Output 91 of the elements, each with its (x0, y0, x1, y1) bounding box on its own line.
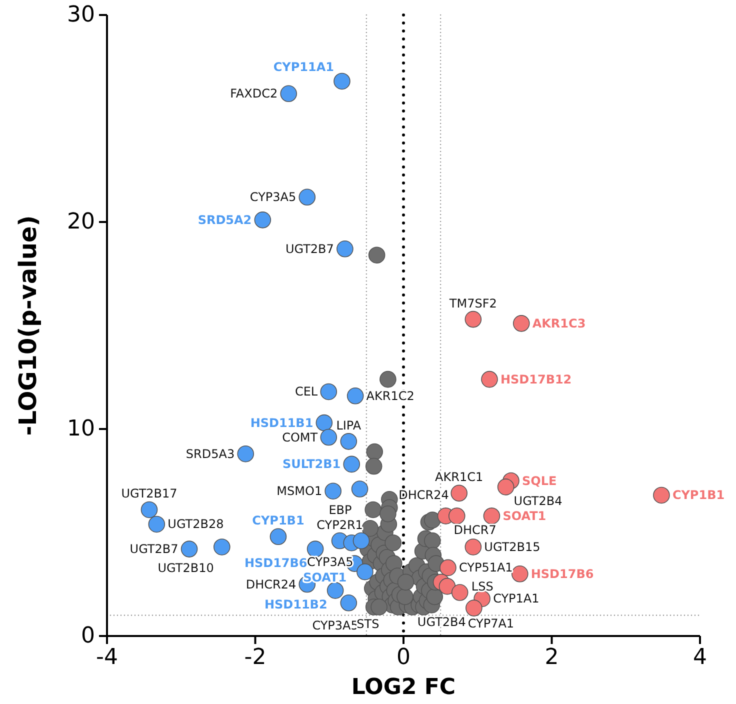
point (511, 566, 528, 582)
y-tick-label: 20 (67, 210, 95, 234)
x-axis-title: LOG2 FC (351, 675, 456, 700)
point (512, 315, 530, 332)
annotation: CYP3A5 (250, 190, 296, 204)
point (254, 212, 272, 228)
y-tick-label: 0 (81, 624, 95, 648)
annotation: UGT2B4 (417, 615, 466, 630)
data-label: HSD17B6 (244, 556, 308, 570)
data-label: HSD11B1 (250, 416, 314, 430)
point (340, 594, 358, 612)
annotation: UGT2B7 (130, 542, 178, 556)
annotation: SRD5A3 (186, 446, 235, 461)
data-label: HSD17B6 (530, 566, 594, 581)
point (336, 240, 354, 258)
point (140, 501, 158, 518)
annotation: UGT2B28 (168, 517, 224, 532)
annotation: DHCR7 (454, 522, 496, 537)
annotation: CYP2R1 (316, 518, 363, 532)
point (448, 508, 466, 524)
point (653, 486, 670, 504)
point (343, 456, 360, 473)
y-tick-label: 30 (67, 2, 95, 28)
point (346, 387, 364, 404)
point (280, 85, 298, 102)
point (180, 540, 198, 558)
y-axis-title: -LOG10(p-value) (14, 215, 42, 436)
point (438, 578, 456, 595)
annotation: EBP (328, 503, 352, 518)
annotation: CEL (294, 384, 318, 399)
data-label: CYP1B1 (672, 488, 725, 502)
annotation: CYP3A5 (312, 618, 358, 633)
data-label: CYP1B1 (252, 514, 304, 528)
point (320, 428, 338, 446)
point (351, 480, 368, 498)
annotation: CYP7A1 (468, 616, 514, 630)
annotation: DHCR24 (398, 488, 449, 502)
x-tick-label: -4 (96, 645, 118, 670)
point (334, 72, 350, 90)
annotation: AKR1C2 (366, 388, 414, 403)
point (213, 538, 230, 556)
data-label: SOAT1 (502, 508, 546, 523)
annotation: STS (356, 616, 380, 631)
point (464, 310, 482, 328)
point (270, 528, 287, 546)
data-label: SULT2B1 (282, 457, 341, 472)
point (352, 532, 370, 550)
data-label: SRD5A2 (198, 212, 252, 227)
annotation: UGT2B17 (121, 486, 178, 501)
x-tick-label: 4 (693, 645, 707, 670)
point (440, 559, 456, 576)
data-label: SQLE (522, 474, 557, 488)
data-label: HSD11B2 (264, 597, 328, 612)
point (451, 584, 468, 601)
data-label: HSD17B12 (500, 372, 572, 386)
point (356, 563, 374, 580)
point (464, 538, 482, 556)
point (320, 383, 338, 400)
data-label: AKR1C3 (532, 316, 586, 330)
point (450, 484, 468, 502)
annotation: AKR1C1 (435, 470, 484, 484)
point (298, 188, 316, 206)
point (237, 445, 254, 462)
annotation: UGT2B10 (158, 560, 214, 575)
annotation: MSMO1 (276, 484, 322, 498)
annotation: TM7SF2 (448, 296, 497, 310)
point (316, 414, 333, 432)
annotation: UGT2B7 (285, 242, 334, 256)
point (148, 516, 166, 533)
annotation: UGT2B4 (514, 494, 562, 508)
annotation: DHCR24 (246, 577, 296, 592)
annotation: LSS (471, 579, 494, 594)
point (326, 582, 344, 599)
point (483, 508, 500, 524)
point (497, 478, 514, 496)
data-label: CYP11A1 (273, 60, 334, 74)
point (466, 600, 482, 616)
x-tick-label: 0 (396, 645, 410, 670)
point (306, 540, 324, 558)
point (340, 433, 358, 450)
point (481, 370, 498, 388)
annotation: CYP1A1 (493, 592, 540, 606)
x-tick-label: -2 (244, 645, 266, 670)
x-tick-label: 2 (544, 645, 559, 670)
annotation: UGT2B15 (484, 540, 540, 554)
annotation: FAXDC2 (230, 86, 278, 101)
annotation: LIPA (336, 418, 362, 432)
annotation: CYP51A1 (458, 560, 513, 575)
annotation: COMT (282, 430, 318, 444)
point (324, 482, 342, 500)
y-tick-label: 10 (67, 416, 95, 442)
